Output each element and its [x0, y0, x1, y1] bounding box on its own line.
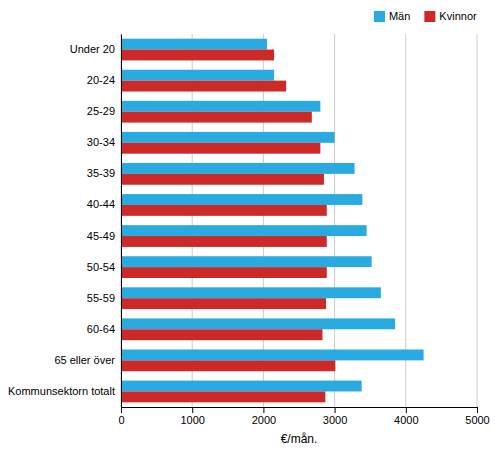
tick-label: 45-49 — [87, 230, 115, 242]
tick-label: 0 — [118, 414, 124, 426]
bar — [121, 360, 335, 371]
bar — [121, 132, 335, 143]
tick: 35-39 — [87, 167, 115, 179]
tick-mark — [192, 407, 193, 413]
tick-mark — [121, 407, 122, 413]
legend-label: Kvinnor — [439, 10, 477, 22]
tick-label: 55-59 — [87, 292, 115, 304]
tick-mark — [335, 407, 336, 413]
axis-line — [121, 35, 122, 408]
tick: 65 eller över — [54, 354, 115, 366]
tick: 0 — [118, 407, 124, 426]
legend-item: Män — [374, 10, 410, 22]
tick: 50-54 — [87, 261, 115, 273]
tick-label: 3000 — [323, 414, 347, 426]
tick: Kommunsektorn totalt — [8, 385, 115, 397]
bars — [121, 39, 424, 403]
tick-label: 65 eller över — [54, 354, 115, 366]
legend-label: Män — [389, 10, 410, 22]
bar — [121, 329, 322, 340]
tick-mark — [406, 407, 407, 413]
x-axis: 0 1000 2000 3000 4000 5000 — [118, 407, 489, 426]
grid-line — [477, 34, 478, 407]
tick-label: 40-44 — [87, 198, 115, 210]
grid-line — [121, 34, 122, 407]
bar — [121, 267, 327, 278]
legend: Män Kvinnor — [374, 10, 477, 22]
bar — [121, 349, 424, 360]
bar — [121, 174, 324, 185]
legend-item: Kvinnor — [424, 10, 477, 22]
bar — [121, 81, 286, 92]
bar — [121, 225, 367, 236]
tick-label: 60-64 — [87, 323, 115, 335]
tick-label: 35-39 — [87, 167, 115, 179]
bar — [121, 39, 267, 50]
tick: 30-34 — [87, 136, 115, 148]
tick: 55-59 — [87, 292, 115, 304]
tick: Under 20 — [70, 43, 115, 55]
tick: 1000 — [180, 407, 204, 426]
bar — [121, 287, 381, 298]
chart: 0 1000 2000 3000 4000 5000 Under 20 20-24 25-29 3… — [0, 0, 495, 451]
tick: 2000 — [252, 407, 276, 426]
x-axis-label: €/mån. — [281, 432, 318, 446]
bar — [121, 236, 327, 247]
tick: 5000 — [465, 407, 489, 426]
tick-label: 30-34 — [87, 136, 115, 148]
grid — [121, 34, 477, 407]
tick-label: 4000 — [394, 414, 418, 426]
legend-swatch — [374, 11, 385, 22]
series — [121, 50, 335, 403]
y-axis: Under 20 20-24 25-29 30-34 35-39 40-44 45-49 50… — [8, 35, 122, 408]
tick: 3000 — [323, 407, 347, 426]
tick-mark — [477, 407, 478, 413]
tick: 45-49 — [87, 230, 115, 242]
series — [121, 39, 424, 392]
bar — [121, 101, 320, 112]
bar — [121, 194, 362, 205]
tick: 20-24 — [87, 74, 115, 86]
bar — [121, 143, 320, 154]
tick-label: 5000 — [465, 414, 489, 426]
legend-swatch — [424, 11, 435, 22]
bar — [121, 112, 312, 123]
bar — [121, 298, 326, 309]
tick-label: Under 20 — [70, 43, 115, 55]
bar — [121, 318, 395, 329]
tick-label: 20-24 — [87, 74, 115, 86]
tick-label: 1000 — [180, 414, 204, 426]
bar — [121, 205, 327, 216]
tick: 4000 — [394, 407, 418, 426]
tick: 25-29 — [87, 105, 115, 117]
tick-label: 2000 — [252, 414, 276, 426]
bar — [121, 381, 362, 392]
plot: 0 1000 2000 3000 4000 5000 Under 20 20-24 25-29 3… — [8, 34, 490, 426]
tick: 60-64 — [87, 323, 115, 335]
bar — [121, 50, 274, 61]
axis-line — [122, 408, 478, 414]
tick-label: 50-54 — [87, 261, 115, 273]
tick-label: 25-29 — [87, 105, 115, 117]
bar — [121, 256, 372, 267]
tick-label: Kommunsektorn totalt — [8, 385, 115, 397]
bar — [121, 70, 274, 81]
bar — [121, 163, 355, 174]
tick-mark — [263, 407, 264, 413]
tick: 40-44 — [87, 198, 115, 210]
bar — [121, 391, 325, 402]
